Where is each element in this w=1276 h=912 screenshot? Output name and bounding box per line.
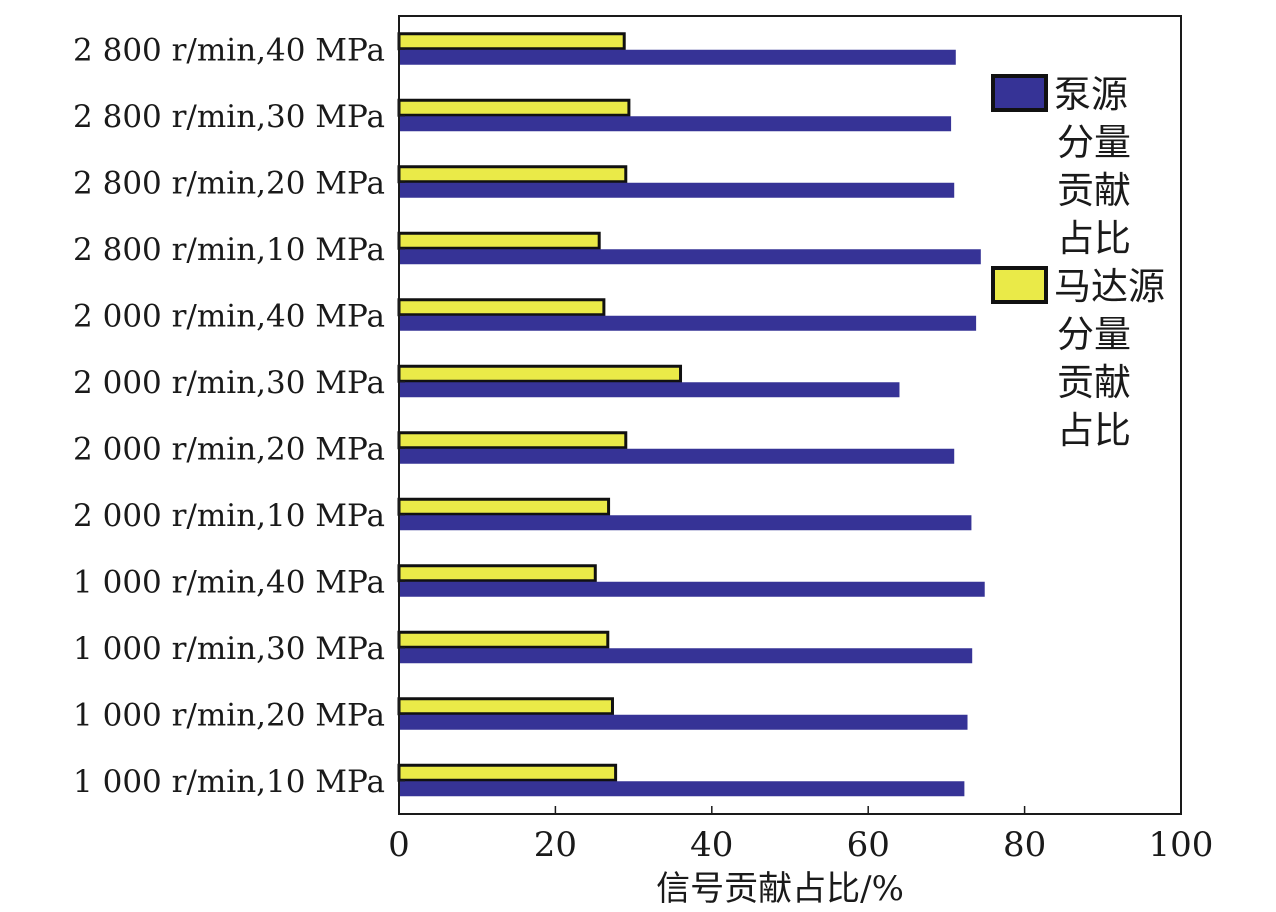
bar-motor-source [397,630,610,649]
legend-label-line: 贡献 [1057,361,1131,404]
bar-pump-source [399,714,968,730]
x-ticks: 0 20 40 60 80 100 [388,806,1213,865]
legend-label-line: 占比 [1057,409,1131,452]
bar-pump-source [399,116,952,132]
legend-label-line: 贡献 [1057,169,1131,212]
bar-motor-source [397,364,683,383]
bar-pump-source [399,315,977,331]
x-tick-label: 60 [847,825,890,865]
legend-label-line: 泵源 [1054,73,1128,116]
x-tick-label: 80 [1003,825,1046,865]
bar-motor-source [397,431,628,450]
x-tick-label: 100 [1149,825,1214,865]
legend-label-line: 分量 [1057,313,1131,356]
bar-motor-source [397,231,601,250]
bar-pump-source [399,49,956,65]
bar-motor-source [397,763,618,782]
bar-pump-source [399,781,965,797]
bar-pump-source [399,515,972,531]
y-tick-label: 1 000 r/min,30 MPa [73,631,385,667]
bar-pump-source [399,448,955,464]
bar-motor-source [397,98,631,117]
bar-pump-source [399,581,985,597]
legend-swatch [991,266,1048,304]
bar-motor-source [397,497,611,516]
y-tick-label: 1 000 r/min,40 MPa [73,564,385,600]
x-tick-label: 0 [388,825,410,865]
bar-motor-source [397,165,628,184]
bars-layer [397,32,985,797]
y-tick-label: 2 800 r/min,10 MPa [73,232,385,268]
legend-label-line: 分量 [1057,121,1131,164]
bar-pump-source [399,382,900,398]
bar-pump-source [399,249,981,265]
x-tick-label: 40 [690,825,733,865]
legend-label-line: 马达源 [1054,265,1165,308]
y-tick-label: 2 800 r/min,40 MPa [73,32,385,68]
bar-pump-source [399,648,973,664]
legend-label-line: 占比 [1057,217,1131,260]
bar-motor-source [397,32,626,51]
bar-motor-source [397,564,597,583]
y-tick-label: 2 000 r/min,20 MPa [73,431,385,467]
y-tick-label: 2 000 r/min,40 MPa [73,298,385,334]
x-axis-title: 信号贡献占比/% [656,869,904,909]
bar-motor-source [397,298,606,317]
bar-pump-source [399,182,955,198]
bar-motor-source [397,697,614,716]
y-tick-label: 2 000 r/min,30 MPa [73,365,385,401]
plot-frame [398,15,1182,815]
y-tick-labels: 1 000 r/min,10 MPa 1 000 r/min,20 MPa 1 00… [73,32,405,800]
y-tick-label: 1 000 r/min,20 MPa [73,697,385,733]
y-tick-label: 1 000 r/min,10 MPa [73,764,385,800]
y-tick-label: 2 800 r/min,20 MPa [73,165,385,201]
y-tick-label: 2 800 r/min,30 MPa [73,99,385,135]
y-tick-label: 2 000 r/min,10 MPa [73,498,385,534]
legend-swatch [991,74,1048,112]
x-tick-label: 20 [534,825,577,865]
